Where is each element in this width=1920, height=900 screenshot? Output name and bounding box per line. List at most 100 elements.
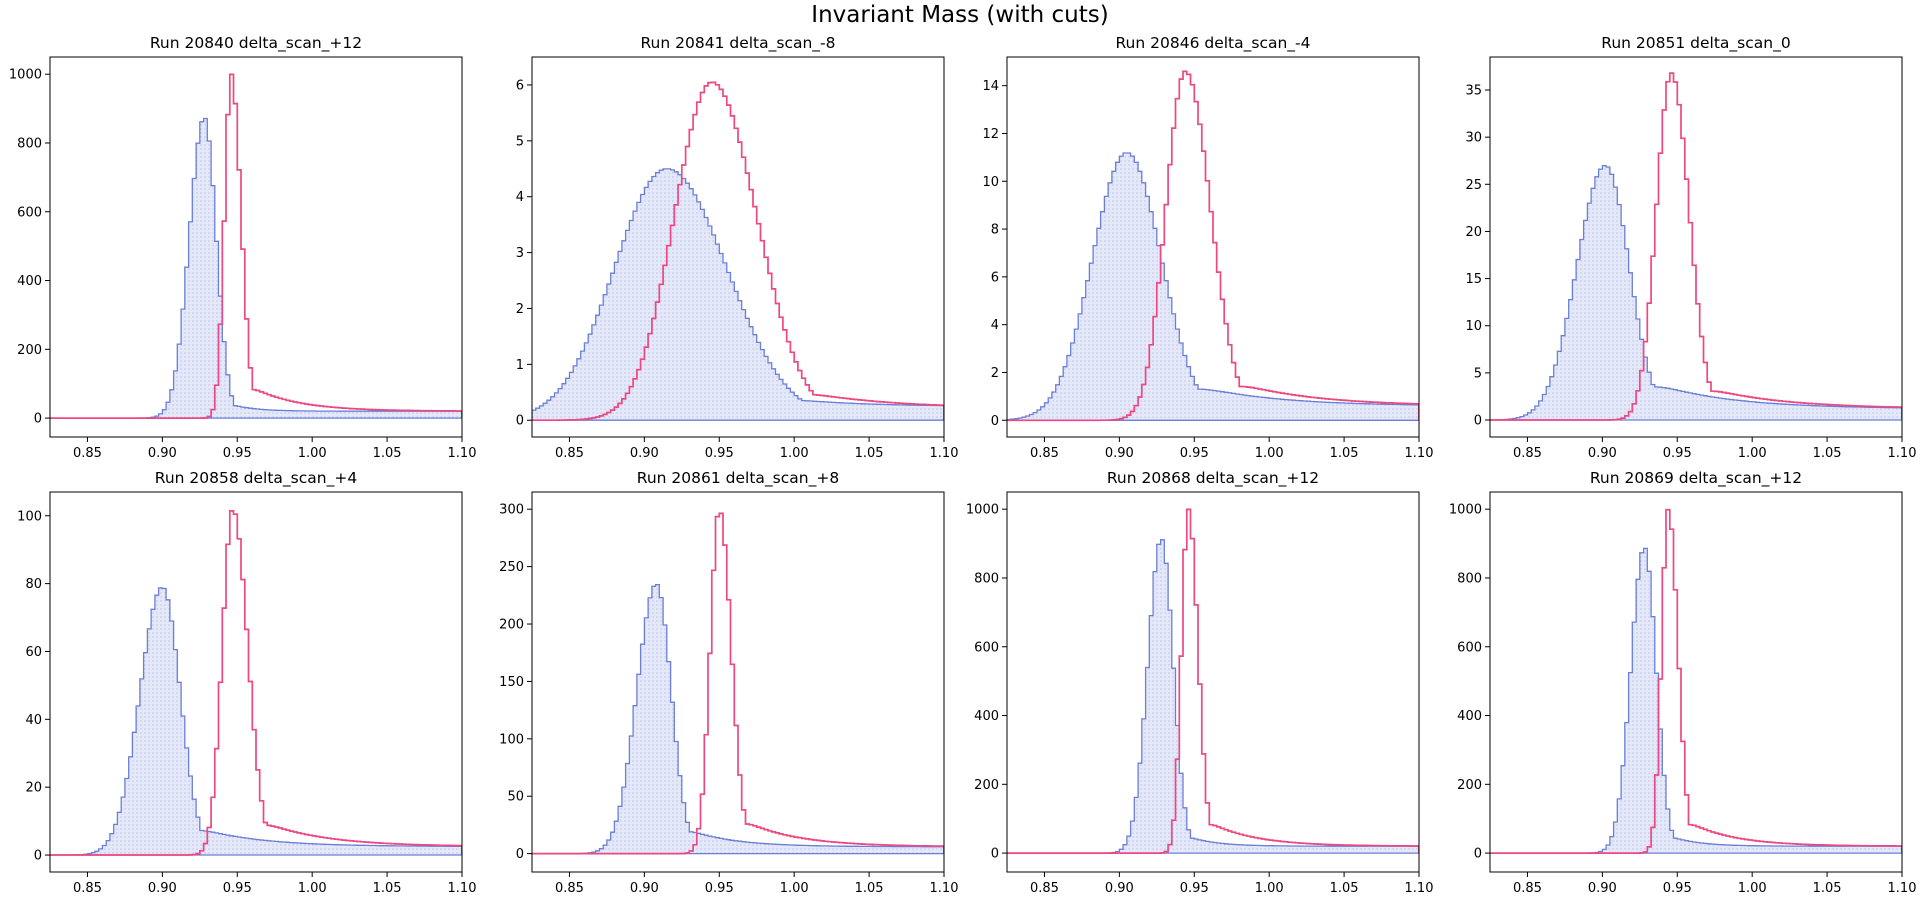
x-tick-label: 0.90 [148, 881, 177, 896]
y-tick-label: 60 [25, 645, 42, 660]
histogram-red-series [50, 510, 462, 856]
panel-title: Run 20869 delta_scan_+12 [1590, 469, 1802, 488]
axes-frame [1006, 56, 1420, 438]
y-tick-label: 1000 [9, 68, 42, 83]
x-tick-label: 0.95 [1180, 881, 1209, 896]
y-tick-label: 6 [516, 78, 524, 93]
x-tick-label: 0.85 [1030, 446, 1059, 461]
x-tick-label: 0.95 [223, 446, 252, 461]
x-tick-label: 0.85 [555, 881, 584, 896]
y-tick-label: 400 [17, 274, 42, 289]
y-tick-label: 35 [1465, 84, 1482, 99]
axes-frame [49, 56, 463, 438]
y-tick-label: 600 [974, 640, 999, 655]
x-tick-label: 0.85 [1513, 446, 1542, 461]
y-tick-label: 200 [499, 618, 524, 633]
y-tick-label: 50 [507, 790, 524, 805]
x-tick-label: 0.90 [630, 881, 659, 896]
y-tick-label: 2 [516, 302, 524, 317]
x-tick-label: 0.90 [148, 446, 177, 461]
x-tick-label: 1.10 [448, 881, 477, 896]
histogram-red-series [1490, 508, 1902, 854]
y-tick-label: 10 [1465, 319, 1482, 334]
y-tick-label: 1000 [1449, 503, 1482, 518]
y-tick-label: 100 [499, 732, 524, 747]
x-tick-label: 0.85 [1513, 881, 1542, 896]
y-tick-label: 2 [991, 366, 999, 381]
panel-8: Run 20869 delta_scan_+12 0.85 0.90 0.95 1.00… [1449, 469, 1917, 896]
histogram-blue-series [50, 587, 462, 856]
y-tick-label: 150 [499, 675, 524, 690]
x-tick-label: 1.05 [855, 881, 884, 896]
x-tick-label: 1.05 [373, 446, 402, 461]
x-tick-label: 1.05 [855, 446, 884, 461]
panel-1: Run 20840 delta_scan_+12 0.85 0.90 0.95 1.00… [9, 34, 477, 461]
x-tick-label: 1.05 [1813, 446, 1842, 461]
y-tick-label: 800 [1457, 571, 1482, 586]
panel-title: Run 20840 delta_scan_+12 [150, 34, 362, 53]
histogram-blue-series [1490, 547, 1902, 854]
histogram-blue-series [1007, 152, 1419, 421]
x-tick-label: 0.90 [1105, 446, 1134, 461]
y-tick-label: 5 [516, 134, 524, 149]
y-tick-label: 10 [982, 175, 999, 190]
x-tick-label: 0.95 [223, 881, 252, 896]
y-tick-label: 40 [25, 713, 42, 728]
x-tick-label: 1.05 [1330, 446, 1359, 461]
x-tick-label: 0.85 [555, 446, 584, 461]
y-tick-label: 15 [1465, 272, 1482, 287]
y-tick-label: 1 [516, 358, 524, 373]
panel-2: Run 20841 delta_scan_-8 0.85 0.90 0.95 1.00 1… [516, 34, 959, 461]
panel-6: Run 20861 delta_scan_+8 0.85 0.90 0.95 1.00 1… [499, 469, 958, 896]
histogram-red-series [532, 81, 944, 422]
y-tick-label: 0 [1474, 414, 1482, 429]
y-tick-label: 80 [25, 577, 42, 592]
y-tick-label: 1000 [966, 503, 999, 518]
y-tick-label: 3 [516, 246, 524, 261]
y-tick-label: 0 [516, 414, 524, 429]
y-tick-label: 0 [34, 412, 42, 427]
x-tick-label: 1.10 [1888, 881, 1917, 896]
panel-title: Run 20841 delta_scan_-8 [640, 34, 835, 53]
x-tick-label: 0.85 [1030, 881, 1059, 896]
y-tick-label: 0 [1474, 847, 1482, 862]
histogram-blue-series [532, 168, 944, 421]
x-tick-label: 1.10 [1405, 881, 1434, 896]
y-tick-label: 400 [1457, 709, 1482, 724]
y-tick-label: 8 [991, 223, 999, 238]
y-tick-label: 20 [25, 781, 42, 796]
y-tick-label: 4 [991, 318, 999, 333]
y-tick-label: 200 [974, 778, 999, 793]
y-tick-label: 100 [17, 509, 42, 524]
x-tick-label: 0.85 [73, 446, 102, 461]
x-tick-label: 0.95 [1180, 446, 1209, 461]
histogram-blue-series [1490, 164, 1902, 421]
x-tick-label: 1.00 [1255, 446, 1284, 461]
axes-frame [49, 491, 463, 873]
y-tick-label: 0 [991, 414, 999, 429]
plot-area [50, 510, 462, 856]
histogram-red-series [1007, 508, 1419, 854]
y-tick-label: 800 [974, 571, 999, 586]
x-tick-label: 1.10 [1888, 446, 1917, 461]
x-tick-label: 1.05 [1813, 881, 1842, 896]
axes-frame [1006, 491, 1420, 873]
y-tick-label: 14 [982, 79, 999, 94]
x-tick-label: 1.10 [448, 446, 477, 461]
x-tick-label: 1.00 [780, 881, 809, 896]
plot-area [532, 81, 944, 422]
y-tick-label: 4 [516, 190, 524, 205]
histogram-blue-series [532, 583, 944, 855]
x-tick-label: 0.90 [630, 446, 659, 461]
plot-area [1490, 508, 1902, 854]
plot-area [50, 73, 462, 419]
y-tick-label: 600 [17, 205, 42, 220]
y-tick-label: 20 [1465, 225, 1482, 240]
x-tick-label: 1.05 [373, 881, 402, 896]
y-tick-label: 0 [991, 847, 999, 862]
x-tick-label: 1.05 [1330, 881, 1359, 896]
histogram-red-series [50, 73, 462, 419]
y-tick-label: 200 [1457, 778, 1482, 793]
y-tick-label: 800 [17, 136, 42, 151]
